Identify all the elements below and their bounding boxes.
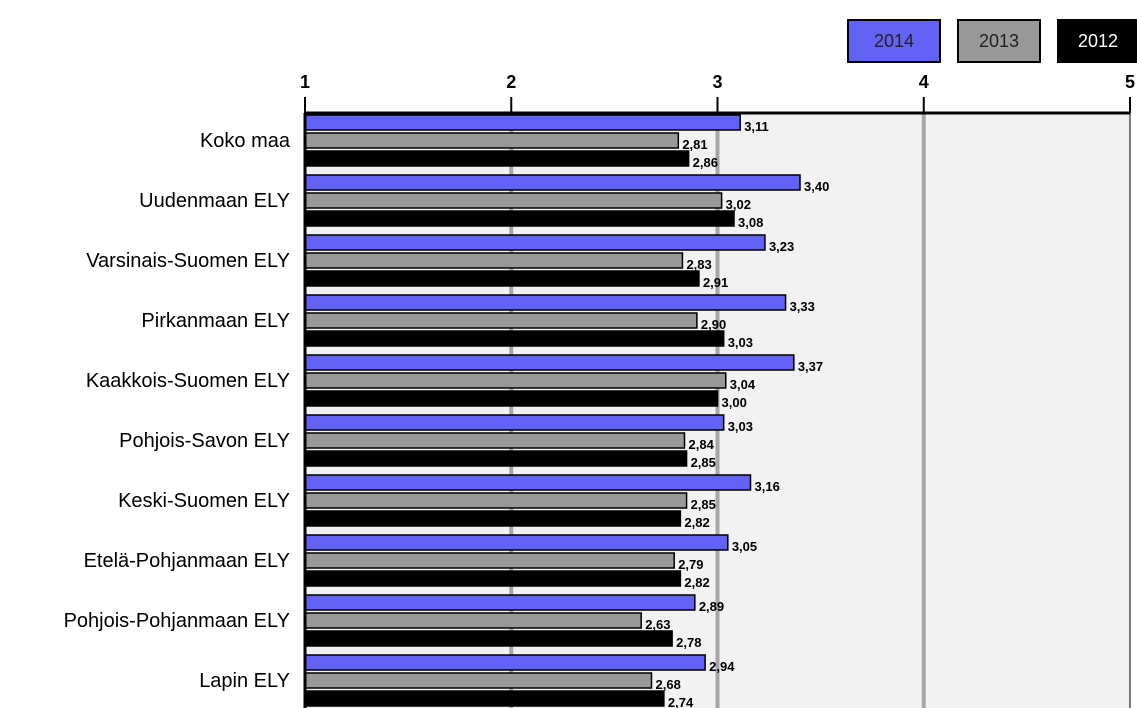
value-label: 2,74 <box>668 695 694 708</box>
value-label: 3,04 <box>730 377 756 392</box>
bar <box>304 672 653 689</box>
value-label: 3,37 <box>798 359 823 374</box>
bar <box>304 234 766 251</box>
x-tick-label: 4 <box>919 72 929 92</box>
bar <box>304 450 688 467</box>
value-label: 3,23 <box>769 239 794 254</box>
value-label: 3,03 <box>728 419 753 434</box>
bar <box>304 510 682 527</box>
bar <box>304 594 696 611</box>
bar <box>304 390 719 407</box>
bar <box>304 210 735 227</box>
bar <box>304 690 665 707</box>
legend-swatch <box>957 19 1041 63</box>
bar <box>304 312 698 329</box>
value-label: 2,79 <box>678 557 703 572</box>
category-label: Lapin ELY <box>199 670 290 692</box>
value-label: 2,90 <box>701 317 726 332</box>
category-label: Keski-Suomen ELY <box>118 490 290 512</box>
bar <box>304 492 688 509</box>
x-tick-label: 1 <box>300 72 310 92</box>
value-label: 2,63 <box>645 617 670 632</box>
bar <box>304 150 690 167</box>
x-tick-label: 5 <box>1125 72 1135 92</box>
value-label: 2,83 <box>686 257 711 272</box>
category-label: Etelä-Pohjanmaan ELY <box>84 550 290 572</box>
legend-label: 2012 <box>1078 31 1118 51</box>
bar <box>304 630 673 647</box>
value-label: 2,86 <box>693 155 718 170</box>
value-label: 2,82 <box>684 575 709 590</box>
value-label: 2,85 <box>691 455 716 470</box>
category-label: Uudenmaan ELY <box>139 190 290 212</box>
value-label: 3,40 <box>804 179 829 194</box>
category-label: Varsinais-Suomen ELY <box>86 250 290 272</box>
value-label: 2,68 <box>656 677 681 692</box>
value-label: 2,85 <box>691 497 716 512</box>
value-label: 3,16 <box>755 479 780 494</box>
value-label: 2,94 <box>709 659 735 674</box>
x-tick-label: 3 <box>712 72 722 92</box>
value-label: 3,08 <box>738 215 763 230</box>
value-label: 3,03 <box>728 335 753 350</box>
bar <box>304 114 741 131</box>
legend-swatch <box>847 19 941 63</box>
value-label: 2,91 <box>703 275 728 290</box>
bar <box>304 534 729 551</box>
value-label: 3,00 <box>722 395 747 410</box>
bar <box>304 414 725 431</box>
value-label: 3,11 <box>744 119 769 134</box>
bar <box>304 372 727 389</box>
legend-label: 2014 <box>874 31 914 51</box>
legend-label: 2013 <box>979 31 1019 51</box>
value-label: 2,89 <box>699 599 724 614</box>
bar <box>304 474 752 491</box>
value-label: 2,82 <box>684 515 709 530</box>
bar <box>304 252 684 269</box>
bar <box>304 132 680 149</box>
value-label: 3,33 <box>790 299 815 314</box>
bar <box>304 294 787 311</box>
bar <box>304 570 682 587</box>
value-label: 2,78 <box>676 635 701 650</box>
value-label: 2,81 <box>682 137 707 152</box>
bar <box>304 174 801 191</box>
bar <box>304 192 723 209</box>
category-label: Pirkanmaan ELY <box>141 310 290 332</box>
value-label: 3,05 <box>732 539 757 554</box>
x-tick-label: 2 <box>506 72 516 92</box>
bar <box>304 354 795 371</box>
category-label: Pohjois-Pohjanmaan ELY <box>64 610 290 632</box>
value-label: 3,02 <box>726 197 751 212</box>
bar <box>304 270 700 287</box>
category-label: Kaakkois-Suomen ELY <box>86 370 290 392</box>
value-label: 2,84 <box>689 437 715 452</box>
category-label: Pohjois-Savon ELY <box>119 430 290 452</box>
bar <box>304 432 686 449</box>
bar <box>304 330 725 347</box>
legend-swatch <box>1057 19 1137 63</box>
bar <box>304 612 642 629</box>
bar <box>304 654 706 671</box>
bar <box>304 552 675 569</box>
category-label: Koko maa <box>200 130 291 152</box>
